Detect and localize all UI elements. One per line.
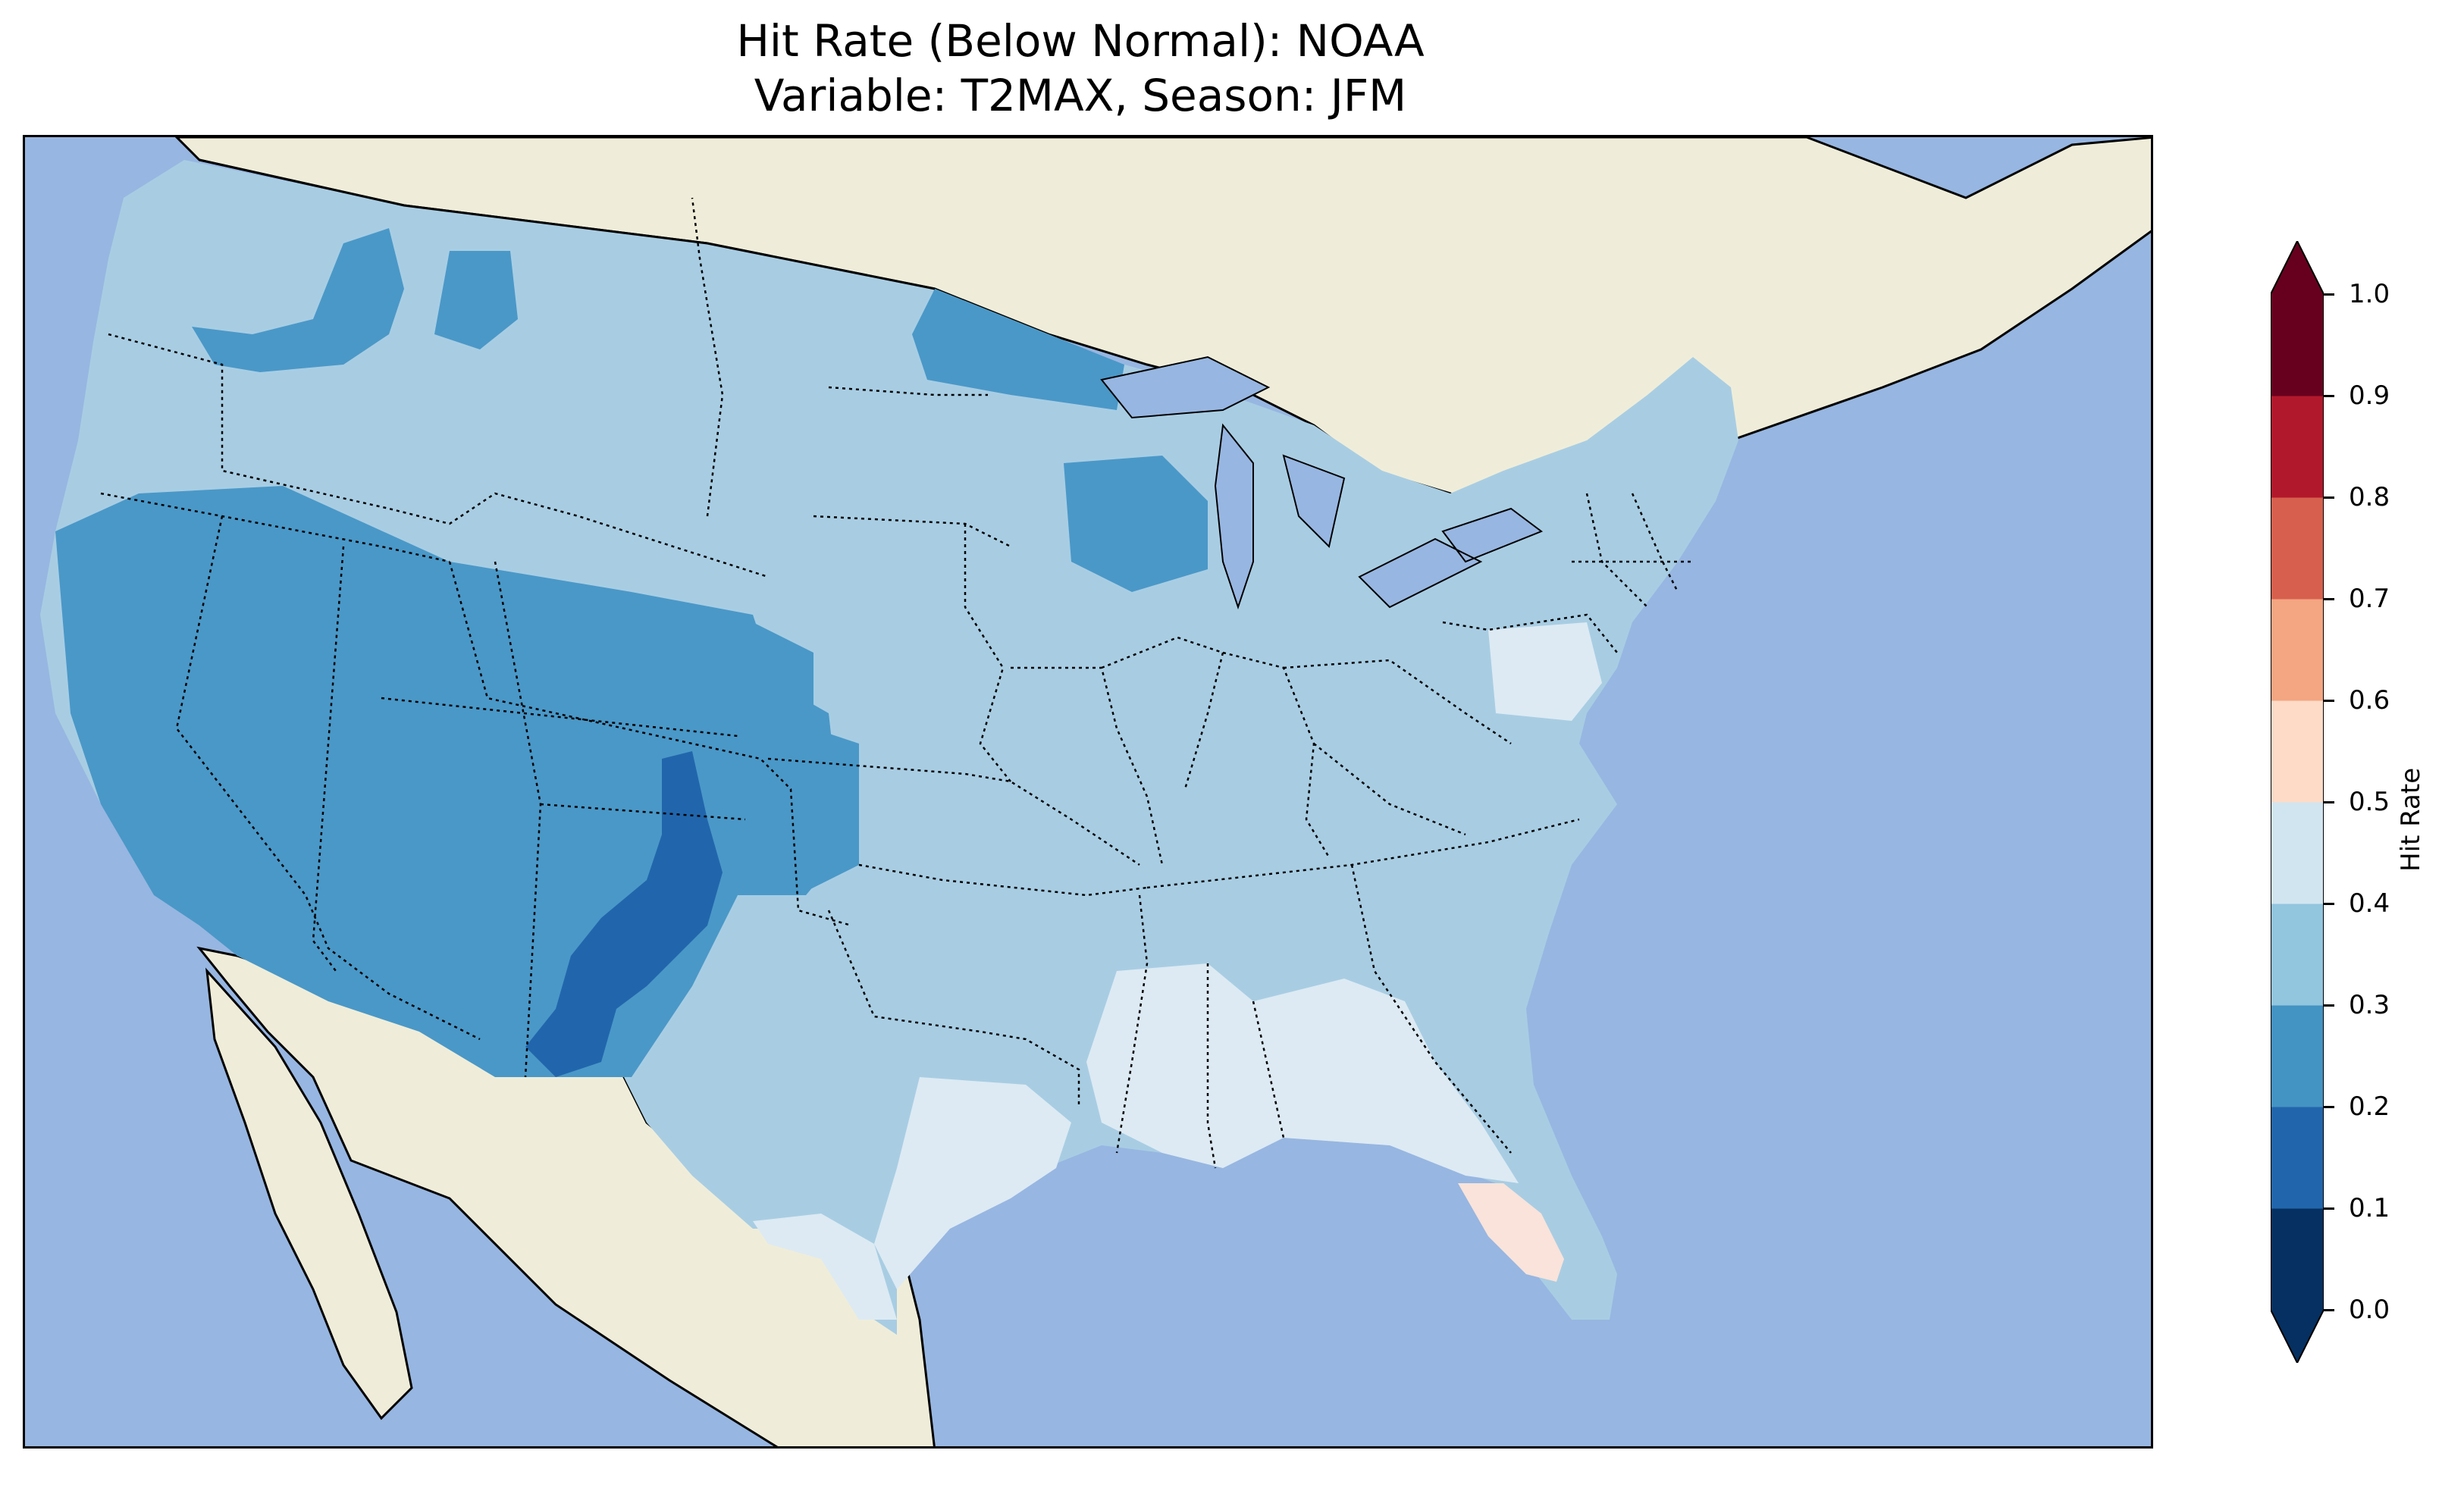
chart-subtitle: Variable: T2MAX, Season: JFM (754, 70, 1407, 121)
land-baja (205, 967, 413, 1420)
hit-rate-texas-light (874, 1077, 1071, 1289)
colorbar-bin-7 (2271, 497, 2324, 600)
great-lakes (1100, 355, 1544, 610)
hit-rate-nm-streak (525, 751, 723, 1077)
colorbar-tick-mark (2324, 293, 2334, 296)
colorbar-bin-5 (2271, 700, 2324, 803)
national-borders (199, 158, 936, 290)
colorbar-tick-mark (2324, 801, 2334, 803)
hit-rate-minnesota (912, 289, 1124, 410)
hit-rate-florida (1458, 1183, 1564, 1282)
colorbar-bin-2 (2271, 1005, 2324, 1107)
colorbar-extend-max (2271, 241, 2324, 294)
colorbar-tick-label: 0.2 (2349, 1092, 2390, 1122)
colorbar-bin-1 (2271, 1107, 2324, 1209)
colorbar-bin-3 (2271, 904, 2324, 1006)
colorbar-tick-mark (2324, 395, 2334, 397)
hit-rate-gulf-light (1086, 963, 1519, 1183)
colorbar-bin-6 (2271, 599, 2324, 701)
colorbar-tick-mark (2324, 700, 2334, 702)
colorbar-tick-mark (2324, 1309, 2334, 1311)
colorbar-bin-0 (2271, 1208, 2324, 1311)
hit-rate-northern-rockies (192, 228, 404, 372)
colorbar-tick-mark (2324, 1004, 2334, 1007)
colorbar-tick-label: 0.5 (2349, 787, 2390, 817)
hit-rate-plains (753, 622, 859, 895)
colorbar-extend-min (2271, 1310, 2324, 1363)
map-canvas (25, 137, 2151, 1446)
colorbar-tick-mark (2324, 598, 2334, 600)
colorbar-tick-label: 0.7 (2349, 584, 2390, 614)
colorbar (2271, 241, 2324, 1363)
colorbar-tick-label: 0.9 (2349, 381, 2390, 411)
colorbar-tick-mark (2324, 903, 2334, 905)
colorbar-tick-label: 0.0 (2349, 1295, 2390, 1325)
colorbar-tick-mark (2324, 1207, 2334, 1210)
hit-rate-wisconsin (1064, 456, 1208, 592)
colorbar-tick-label: 0.4 (2349, 888, 2390, 919)
colorbar-bin-4 (2271, 802, 2324, 904)
hit-rate-montana-patch (434, 251, 518, 349)
state-borders (100, 197, 1693, 1169)
colorbar-tick-label: 0.8 (2349, 482, 2390, 512)
colorbar-bin-9 (2271, 294, 2324, 396)
colorbar-tick-mark (2324, 1106, 2334, 1108)
colorbar-tick-label: 0.1 (2349, 1193, 2390, 1223)
colorbar-tick-label: 0.6 (2349, 685, 2390, 716)
colorbar-bin-8 (2271, 396, 2324, 498)
map-panel (23, 135, 2153, 1449)
hit-rate-texas-south (753, 1214, 897, 1320)
colorbar-tick-label: 1.0 (2349, 279, 2390, 309)
colorbar-tick-mark (2324, 496, 2334, 499)
hit-rate-pennsylvania-light (1488, 622, 1602, 721)
colorbar-tick-label: 0.3 (2349, 990, 2390, 1020)
chart-title: Hit Rate (Below Normal): NOAA (736, 15, 1425, 67)
colorbar-title: Hit Rate (2396, 767, 2426, 872)
